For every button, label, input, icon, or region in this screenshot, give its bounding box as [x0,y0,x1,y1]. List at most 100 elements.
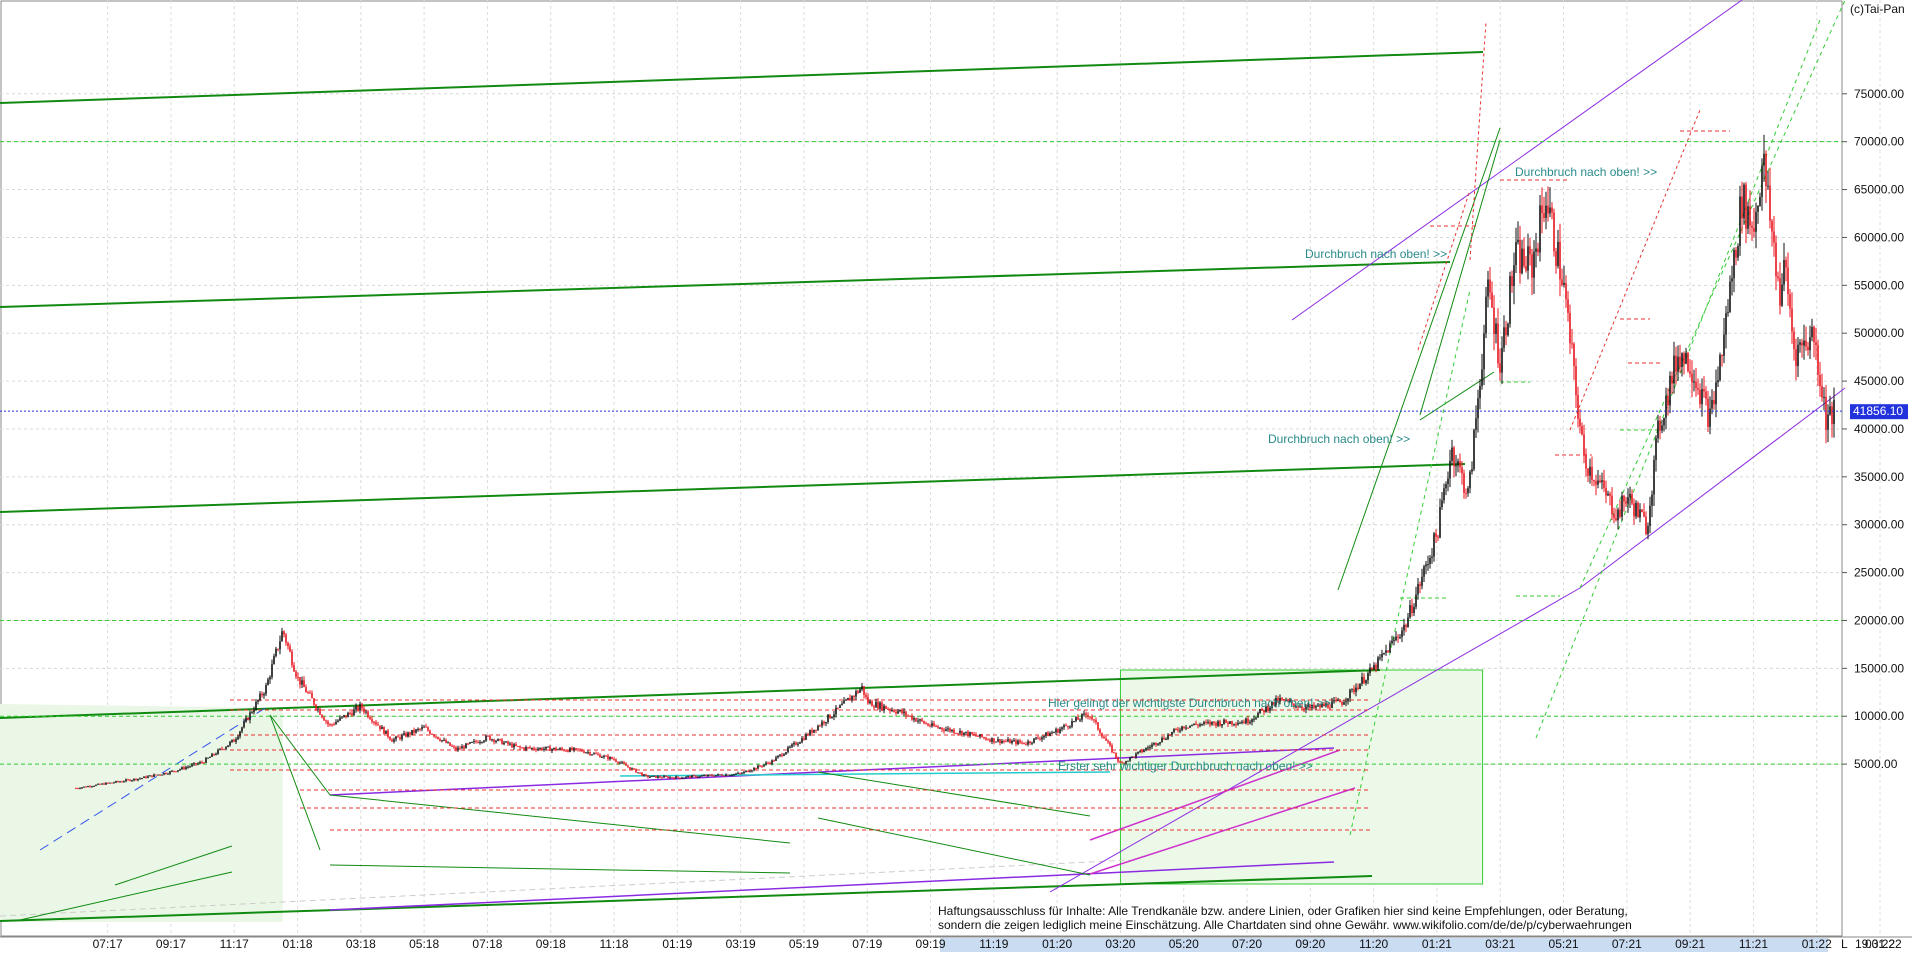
candle-body [1703,389,1705,392]
candle-body [217,749,219,754]
disclaimer-line-2: sondern die zeigen lediglich meine Einsc… [938,918,1632,932]
candle-body [1681,353,1683,368]
candle-body [1809,337,1811,351]
candle-body [239,731,241,737]
candle-body [423,726,425,728]
candle-body [895,711,897,714]
candle-body [505,741,507,743]
candle-body [1105,738,1107,741]
candle-body [1045,732,1047,736]
candle-body [1439,507,1441,538]
candle-body [1195,723,1197,725]
annotation-text: Hier gelingt der wichtigste Durchbruch n… [1048,696,1331,710]
candle-body [117,781,119,783]
current-price-badge [1850,404,1908,420]
candle-body [251,712,253,714]
candle-body [1159,742,1161,744]
candle-body [1699,389,1701,405]
candle-body [1569,312,1571,344]
candle-body [705,775,707,777]
candle-body [1495,323,1497,334]
candle-body [581,749,583,752]
candle-body [1799,342,1801,345]
candle-body [1253,718,1255,720]
candle-body [1007,739,1009,742]
candle-body [471,741,473,743]
candle-body [1133,756,1135,758]
candle-body [1169,734,1171,736]
candle-body [611,757,613,759]
annotation-text: Erster sehr wichtiger Durchbruch nach ob… [1058,759,1313,773]
candle-body [153,774,155,777]
candle-body [625,763,627,766]
candle-body [1501,347,1503,373]
candle-body [829,714,831,719]
candle-body [77,788,79,790]
candle-body [1121,762,1123,764]
candle-body [1531,254,1533,278]
candle-body [477,741,479,744]
candle-body [1193,723,1195,726]
channel-line [1291,0,1743,321]
scroll-marker[interactable]: L [1841,937,1848,951]
candle-body [501,739,503,745]
candle-body [889,709,891,711]
candle-body [1225,719,1227,723]
y-axis: 5000.00 10000.00 15000.00 20000.00 25000.00 3… [1842,87,1904,771]
candle-body [323,717,325,721]
candle-body [1787,267,1789,295]
candle-body [717,774,719,776]
candle-body [537,748,539,751]
candle-body [345,715,347,718]
candle-body [355,706,357,710]
current-price-label: 41856.10 [1853,404,1903,418]
y-tick-label: 25000.00 [1854,566,1904,580]
candle-body [133,778,135,781]
candle-body [1471,469,1473,472]
candle-body [1339,699,1341,703]
candle-body [561,748,563,750]
candle-body [1231,721,1233,725]
candle-body [1427,564,1429,566]
candle-body [1267,706,1269,711]
candles [75,134,1835,790]
candle-body [661,777,663,779]
candle-body [1301,706,1303,709]
candle-body [1753,227,1755,232]
candle-body [737,772,739,774]
candle-body [453,746,455,748]
candle-body [1153,742,1155,745]
candle-body [513,744,515,748]
y-tick-label: 55000.00 [1854,278,1904,292]
candle-body [1631,493,1633,504]
candle-body [1329,707,1331,709]
candle-body [365,711,367,713]
candle-body [1717,380,1719,383]
candle-body [619,762,621,764]
trend-line [19,871,233,921]
trend-lines [0,0,1846,922]
candle-body [585,752,587,754]
candle-body [1751,225,1753,228]
candle-body [1577,395,1579,419]
candle-body [507,741,509,745]
candle-body [373,721,375,723]
candle-body [593,753,595,755]
candle-body [1497,323,1499,364]
candle-body [1461,467,1463,474]
candle-body [887,708,889,710]
candle-body [1691,373,1693,383]
candle-body [209,756,211,758]
candle-body [1151,744,1153,747]
candle-body [941,727,943,730]
candle-body [751,770,753,772]
candle-body [797,743,799,745]
candle-body [309,692,311,694]
candle-body [773,760,775,762]
candle-body [393,739,395,742]
x-tick-label: 09:18 [536,937,566,951]
candle-body [1187,727,1189,729]
candle-body [445,739,447,743]
x-tick-label: 11:18 [599,937,628,951]
